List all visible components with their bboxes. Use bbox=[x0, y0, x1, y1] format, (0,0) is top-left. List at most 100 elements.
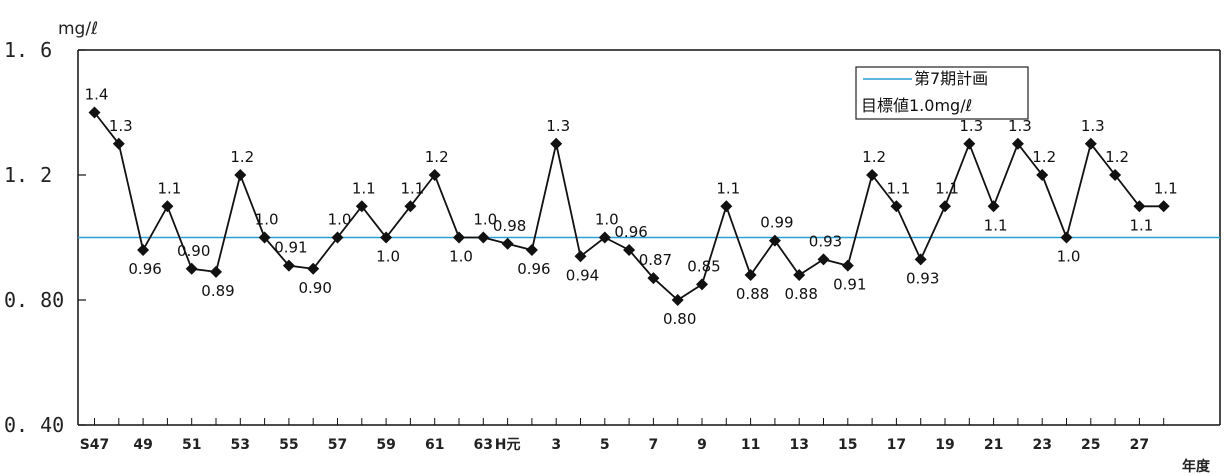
data-label: 1.2 bbox=[862, 148, 886, 166]
data-point bbox=[380, 231, 393, 244]
legend-line2: 目標値1.0mg/ℓ bbox=[861, 96, 972, 115]
data-point bbox=[88, 106, 101, 119]
data-label: 1.2 bbox=[1032, 148, 1056, 166]
x-tick-label: 19 bbox=[935, 437, 954, 453]
data-point bbox=[331, 231, 344, 244]
x-tick-label: 51 bbox=[182, 437, 201, 453]
x-tick-label: 25 bbox=[1081, 437, 1100, 453]
data-point bbox=[866, 169, 879, 181]
data-label: 1.0 bbox=[1057, 248, 1081, 266]
data-point bbox=[282, 259, 295, 272]
x-tick-label: 55 bbox=[279, 437, 298, 453]
series-line bbox=[93, 111, 1164, 302]
data-point bbox=[501, 237, 514, 250]
data-label: 0.98 bbox=[493, 217, 526, 235]
data-label: 1.3 bbox=[546, 117, 570, 135]
data-label: 1.0 bbox=[328, 211, 352, 229]
x-axis-unit: 年度 bbox=[1182, 458, 1211, 475]
data-point bbox=[404, 200, 417, 213]
data-point bbox=[671, 294, 684, 306]
data-point bbox=[355, 200, 368, 213]
data-label: 0.80 bbox=[663, 310, 696, 328]
data-label: 0.88 bbox=[784, 285, 817, 303]
data-label: 0.93 bbox=[906, 269, 939, 287]
data-label: 1.3 bbox=[959, 117, 983, 135]
x-tick-label: S47 bbox=[80, 437, 110, 453]
data-point bbox=[307, 262, 320, 275]
data-point bbox=[598, 231, 611, 244]
x-tick-label: 23 bbox=[1032, 437, 1051, 453]
data-label: 0.88 bbox=[736, 285, 769, 303]
data-label: 1.0 bbox=[595, 211, 619, 229]
x-tick-label: 7 bbox=[649, 437, 659, 453]
data-point bbox=[841, 259, 854, 272]
data-point bbox=[987, 200, 1000, 213]
data-point bbox=[939, 200, 951, 213]
data-point bbox=[112, 137, 125, 150]
data-label: 1.1 bbox=[886, 179, 910, 197]
legend-line1: 第7期計画 bbox=[914, 69, 988, 88]
data-point bbox=[477, 231, 490, 244]
x-tick-label: 57 bbox=[328, 437, 347, 453]
x-tick-label: 49 bbox=[133, 437, 152, 453]
data-label: 1.4 bbox=[85, 86, 109, 104]
data-label: 1.1 bbox=[352, 179, 376, 197]
data-point bbox=[793, 269, 806, 281]
x-tick-label: 27 bbox=[1130, 437, 1149, 453]
data-point bbox=[258, 231, 271, 244]
data-label: 1.0 bbox=[449, 248, 473, 266]
data-label: 1.2 bbox=[230, 148, 254, 166]
data-point bbox=[1060, 231, 1073, 244]
x-tick-label: 17 bbox=[887, 437, 906, 453]
data-point bbox=[428, 169, 441, 181]
data-label: 1.1 bbox=[1129, 216, 1153, 234]
y-tick-label: 0. 40 bbox=[4, 413, 64, 437]
data-label: 0.94 bbox=[566, 266, 599, 284]
data-point bbox=[890, 200, 903, 213]
data-label: 1.1 bbox=[157, 179, 181, 197]
data-point bbox=[914, 253, 927, 266]
data-label: 0.96 bbox=[614, 223, 647, 241]
data-point bbox=[1109, 169, 1122, 181]
data-label: 1.2 bbox=[425, 148, 449, 166]
data-point bbox=[720, 200, 733, 213]
data-label: 0.90 bbox=[298, 279, 331, 297]
x-tick-label: H元 bbox=[495, 437, 521, 453]
data-label: 1.1 bbox=[716, 179, 740, 197]
data-label: 0.90 bbox=[177, 242, 210, 260]
data-label: 1.1 bbox=[400, 179, 424, 197]
y-tick-label: 1. 6 bbox=[4, 38, 52, 62]
data-point bbox=[963, 137, 976, 150]
data-point bbox=[696, 278, 708, 291]
x-tick-label: 63 bbox=[474, 437, 493, 453]
data-point bbox=[185, 262, 198, 275]
data-label: 1.3 bbox=[109, 117, 133, 135]
x-tick-label: 3 bbox=[551, 437, 561, 453]
x-tick-label: 59 bbox=[376, 437, 395, 453]
data-label: 1.1 bbox=[935, 179, 959, 197]
data-point bbox=[1036, 169, 1049, 181]
x-tick-label: 5 bbox=[600, 437, 610, 453]
data-label: 1.3 bbox=[1008, 117, 1032, 135]
data-point bbox=[137, 244, 150, 256]
x-tick-label: 11 bbox=[741, 437, 760, 453]
data-label: 0.89 bbox=[201, 282, 234, 300]
data-point bbox=[210, 265, 222, 278]
data-label: 0.91 bbox=[274, 239, 307, 257]
data-point bbox=[1157, 200, 1170, 213]
data-label: 0.93 bbox=[809, 232, 842, 250]
x-tick-label: 9 bbox=[697, 437, 707, 453]
data-label: 1.0 bbox=[255, 211, 279, 229]
x-tick-label: 15 bbox=[838, 437, 857, 453]
data-label: 0.96 bbox=[517, 260, 550, 278]
data-point bbox=[234, 169, 247, 181]
x-tick-label: 13 bbox=[789, 437, 808, 453]
data-point bbox=[550, 137, 563, 150]
data-label: 1.0 bbox=[473, 211, 497, 229]
data-point bbox=[817, 253, 830, 266]
data-point bbox=[647, 272, 660, 285]
data-point bbox=[744, 269, 757, 281]
data-point bbox=[623, 244, 636, 256]
data-point bbox=[1011, 137, 1024, 150]
